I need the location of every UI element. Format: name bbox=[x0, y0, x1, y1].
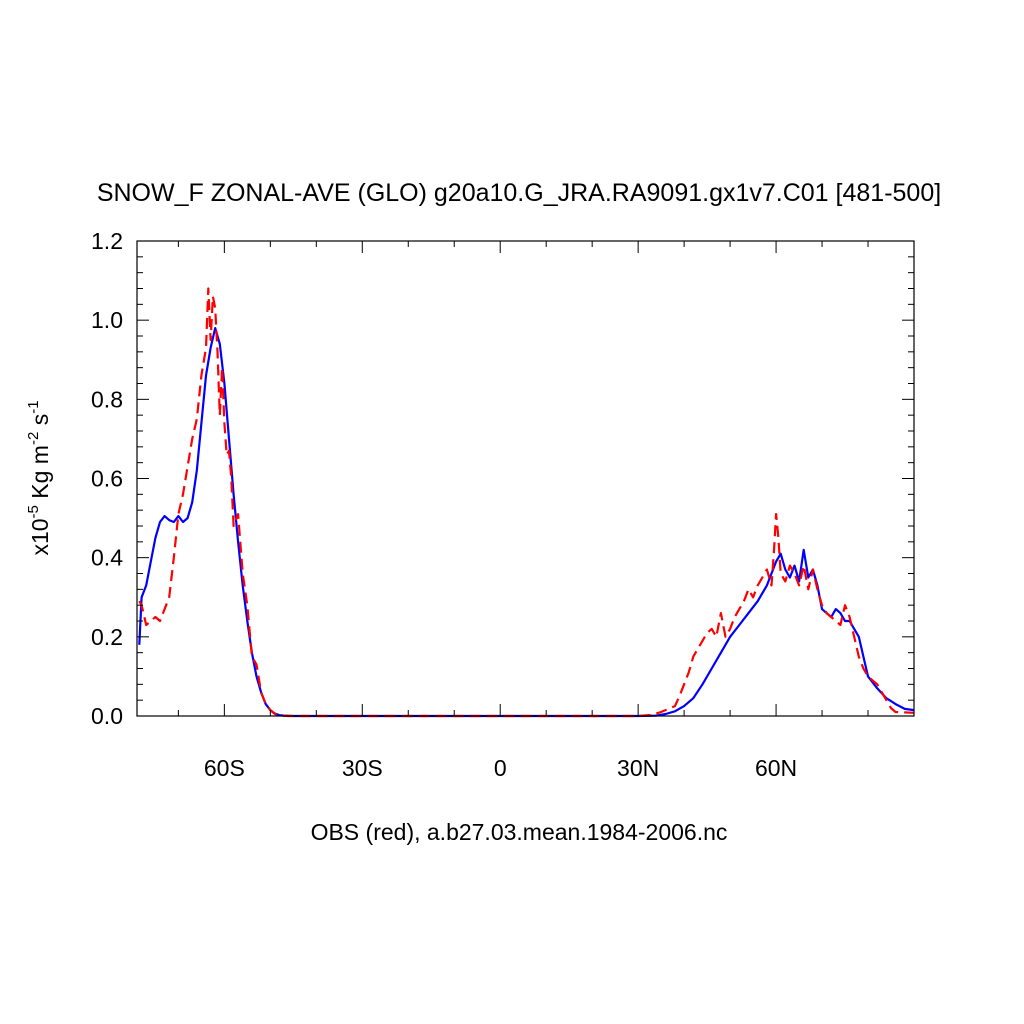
y-axis-label-unit2: s bbox=[27, 414, 53, 432]
chart-title: SNOW_F ZONAL-AVE (GLO) g20a10.G_JRA.RA90… bbox=[97, 179, 941, 207]
x-tick-label: 60S bbox=[204, 755, 245, 781]
y-axis-label-exp1: -5 bbox=[25, 505, 42, 518]
y-tick-label: 0.2 bbox=[91, 624, 123, 650]
x-tick-label: 0 bbox=[494, 755, 507, 781]
x-tick-label: 60N bbox=[755, 755, 797, 781]
series-line-1 bbox=[138, 327, 915, 718]
y-tick-label: 0.6 bbox=[91, 466, 123, 492]
y-tick-label: 1.0 bbox=[91, 307, 123, 333]
y-axis-label-exp3: -1 bbox=[25, 400, 42, 413]
y-tick-label: 0.0 bbox=[91, 703, 123, 729]
x-tick-label: 30N bbox=[617, 755, 659, 781]
plot-area: 0.0 0.2 0.4 0.6 0.8 1.0 1.2 60S 30S 0 30N 60N bbox=[91, 228, 915, 781]
y-tick-label: 0.8 bbox=[91, 386, 123, 412]
y-axis-label-unit1: Kg m bbox=[27, 445, 53, 505]
plot-frame bbox=[136, 240, 915, 717]
x-tick-label: 30S bbox=[342, 755, 383, 781]
y-axis-label-exp2: -2 bbox=[25, 432, 42, 445]
y-tick-label: 0.4 bbox=[91, 545, 123, 571]
y-axis-label: x10-5 Kg m-2 s-1 bbox=[25, 400, 53, 555]
y-axis-label-prefix: x10 bbox=[27, 518, 53, 555]
x-axis-label: OBS (red), a.b27.03.mean.1984-2006.nc bbox=[311, 819, 728, 845]
series-line-2 bbox=[138, 287, 915, 718]
y-tick-label: 1.2 bbox=[91, 228, 123, 254]
